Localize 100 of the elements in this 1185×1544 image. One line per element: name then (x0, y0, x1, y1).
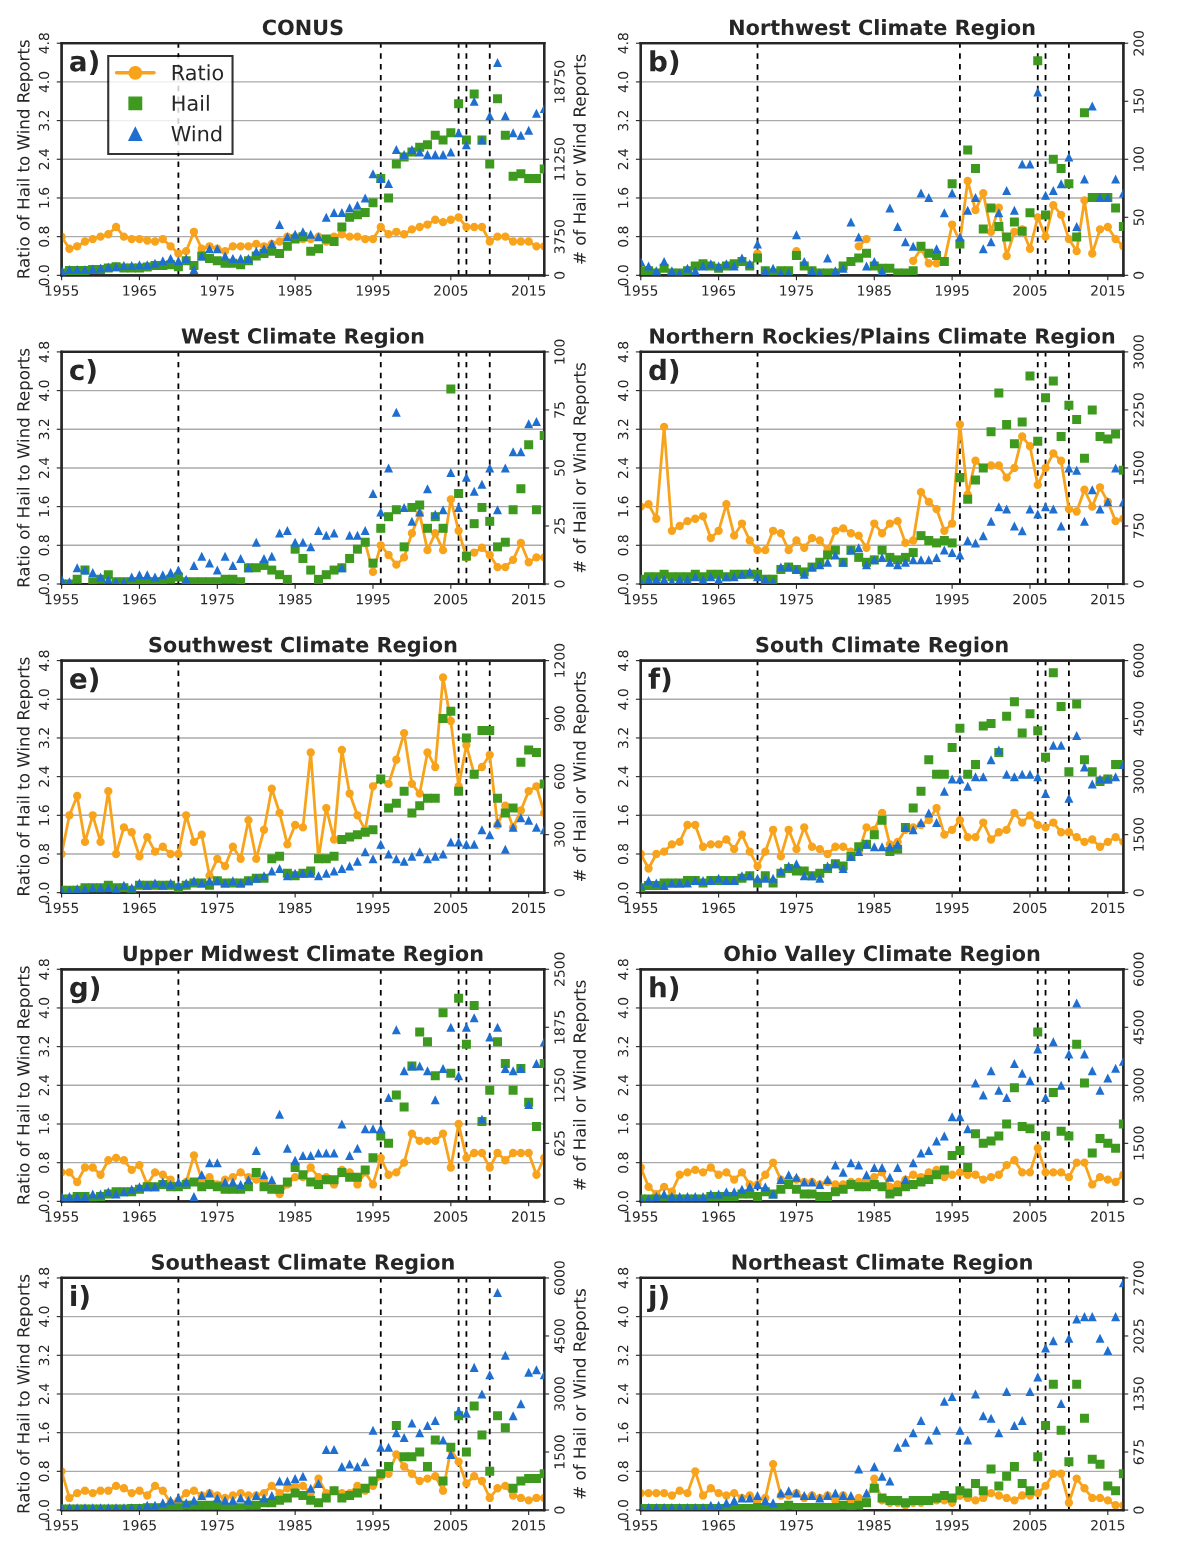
y2-tick-label: 2025 (1133, 1319, 1144, 1353)
x-tick-label: 1985 (279, 593, 312, 605)
y-tick-label: 4.8 (38, 1267, 50, 1289)
x-tick-label: 1955 (45, 902, 79, 914)
y-tick-label: 4.0 (617, 997, 629, 1019)
x-tick-label: 1985 (858, 593, 891, 605)
x-tick-label: 2005 (1013, 902, 1047, 914)
y-tick-label: 0.0 (38, 882, 50, 903)
y-axis-title: Ratio of Hail to Wind Reports (16, 348, 33, 587)
y-axis-title: Ratio of Hail to Wind Reports (16, 657, 33, 895)
y-tick-label: 3.2 (38, 728, 50, 748)
annotation: i) (71, 1284, 89, 1310)
y-tick-label: 4.8 (617, 33, 629, 54)
x-tick-label: 1975 (201, 285, 234, 296)
chart-title: West Climate Region (181, 327, 424, 349)
y2-tick-label: 3000 (554, 1377, 565, 1411)
y-tick-label: 4.0 (617, 689, 629, 710)
y2-tick-label: 4500 (554, 1319, 565, 1353)
y2-tick-label: 1875 (554, 1010, 565, 1044)
x-tick-label: 2015 (512, 285, 546, 296)
y2-tick-label: 0 (1133, 580, 1144, 588)
x-tick-label: 1995 (935, 1211, 969, 1222)
chart-title: Northern Rockies/Plains Climate Region (650, 327, 1115, 349)
x-tick-label: 2005 (434, 285, 468, 296)
y2-tick-label: 0 (554, 1197, 565, 1205)
y-tick-label: 1.6 (38, 1422, 50, 1443)
y-tick-label: 4.8 (617, 1267, 629, 1289)
y-tick-label: 0.8 (38, 226, 50, 247)
x-tick-label: 1995 (356, 593, 390, 605)
y2-tick-label: 0 (1133, 1506, 1144, 1514)
x-tick-label: 1975 (780, 285, 813, 296)
y2-tick-label: 3000 (1133, 1068, 1144, 1102)
x-tick-label: 2005 (434, 593, 468, 605)
x-tick-label: 2005 (1013, 593, 1047, 605)
y2-tick-label: 50 (1133, 209, 1144, 226)
y-tick-label: 4.8 (617, 341, 629, 363)
y2-tick-label: 2500 (554, 952, 565, 986)
y2-tick-label: 18750 (554, 60, 565, 103)
annotation: g) (70, 976, 100, 1004)
chart-title: South Climate Region (756, 636, 1008, 657)
annotation: a) (70, 50, 98, 75)
y-tick-label: 0.8 (617, 535, 629, 556)
x-tick-label: 1955 (624, 593, 658, 605)
y-tick-label: 0.8 (38, 1152, 50, 1173)
y-tick-label: 1.6 (38, 1113, 50, 1134)
y-tick-label: 0.0 (617, 265, 629, 286)
x-tick-label: 1975 (201, 902, 234, 914)
y-tick-label: 4.0 (38, 1306, 50, 1327)
x-tick-label: 1985 (279, 285, 312, 296)
legend-label: Wind (171, 125, 222, 142)
y2-tick-label: 4500 (1133, 1010, 1144, 1045)
x-tick-label: 2005 (434, 902, 468, 914)
y2-tick-label: 900 (554, 706, 565, 731)
y2-tick-label: 1500 (554, 1435, 565, 1469)
annotation: e) (70, 667, 99, 693)
y2-tick-label: 100 (554, 339, 565, 364)
y2-tick-label: 1500 (1133, 817, 1144, 851)
y-tick-label: 0.0 (617, 1191, 629, 1212)
x-tick-label: 2015 (1091, 1520, 1125, 1531)
y2-tick-label: 1200 (554, 643, 565, 677)
y-tick-label: 2.4 (38, 457, 50, 478)
x-tick-label: 1995 (356, 1211, 390, 1222)
y2-tick-label: 11250 (554, 138, 565, 180)
y-tick-label: 3.2 (617, 110, 629, 131)
x-tick-label: 1955 (45, 285, 79, 296)
y2-tick-label: 6000 (1133, 952, 1144, 986)
y-tick-label: 2.4 (38, 766, 50, 787)
annotation: j) (647, 1284, 668, 1313)
x-tick-label: 1975 (780, 1520, 813, 1531)
y2-axis-title: # of Hail or Wind Reports (572, 363, 590, 573)
chart-title: Northeast Climate Region (732, 1253, 1032, 1275)
y-tick-label: 1.6 (617, 187, 629, 208)
y-tick-label: 4.0 (38, 997, 50, 1019)
y2-tick-label: 2250 (1133, 393, 1144, 427)
y-tick-label: 4.8 (617, 959, 629, 980)
y2-tick-label: 25 (554, 518, 565, 534)
y-tick-label: 3.2 (617, 1345, 629, 1366)
y2-tick-label: 675 (1133, 1439, 1144, 1465)
x-tick-label: 1965 (123, 593, 156, 605)
annotation: c) (70, 358, 96, 384)
y2-tick-label: 625 (554, 1131, 565, 1156)
chart-title: Upper Midwest Climate Region (123, 945, 483, 966)
y2-axis-title: # of Hail or Wind Reports (572, 980, 590, 1190)
y-tick-label: 4.0 (617, 380, 629, 401)
y2-axis-title: # of Hail or Wind Reports (572, 54, 590, 264)
annotation: f) (648, 667, 671, 693)
y2-tick-label: 750 (1133, 513, 1144, 539)
y-axis-title: Ratio of Hail to Wind Reports (16, 966, 33, 1204)
x-tick-label: 1975 (780, 593, 813, 605)
y-tick-label: 1.6 (617, 1422, 629, 1443)
chart-title: CONUS (262, 19, 343, 36)
x-tick-label: 1995 (935, 593, 969, 605)
y2-tick-label: 6000 (554, 1261, 565, 1295)
x-tick-label: 2005 (1013, 285, 1047, 296)
y2-tick-label: 600 (554, 764, 565, 789)
y-tick-label: 4.0 (38, 380, 50, 401)
y-tick-label: 1.6 (617, 805, 629, 825)
x-tick-label: 2015 (1091, 902, 1125, 914)
y2-tick-label: 1350 (1133, 1377, 1144, 1411)
y-tick-label: 0.0 (38, 1499, 50, 1521)
